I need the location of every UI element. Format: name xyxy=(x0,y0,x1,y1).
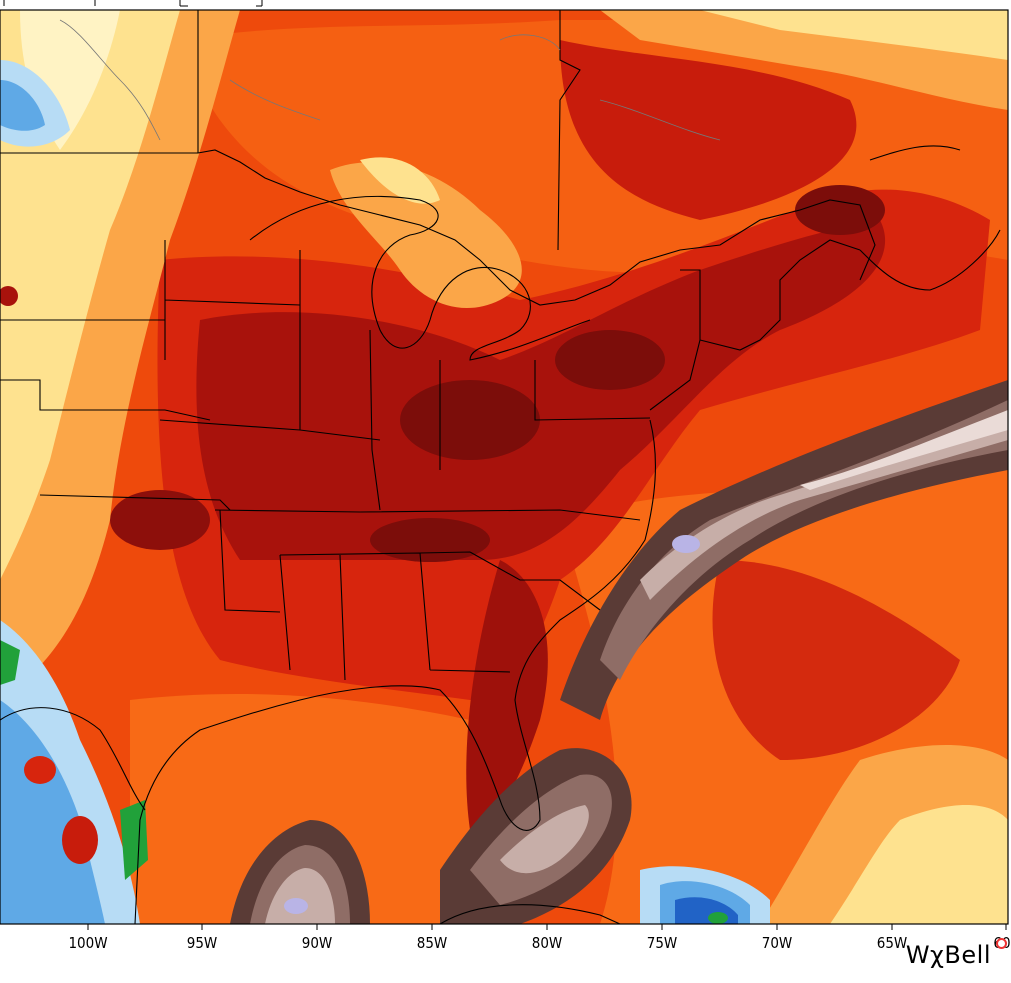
field-lavender-gulf xyxy=(284,898,308,914)
lon-label-85w: 85W xyxy=(417,934,448,952)
wxbell-logo-dot-icon xyxy=(996,938,1007,949)
cuba xyxy=(439,904,621,924)
field-green-bahamas xyxy=(708,912,728,924)
field-red-spot-texas-1 xyxy=(62,816,98,864)
field-dark-red-south xyxy=(466,560,548,830)
field-brown-band-mid xyxy=(600,400,1008,680)
field-warm-orange-gulf xyxy=(130,694,470,924)
lon-label-65w: 65W xyxy=(877,934,908,952)
field-mid-blue-west xyxy=(0,80,45,131)
field-deep-red-tn xyxy=(370,518,490,562)
field-deep-red-plains xyxy=(110,490,210,550)
state-lines-north xyxy=(159,240,651,511)
field-green-texas xyxy=(120,800,148,880)
mexico-border xyxy=(0,707,146,811)
field-brown-band-light xyxy=(640,410,1008,600)
field-pale-yellow-north xyxy=(700,10,1008,60)
lon-label-70w: 70W xyxy=(762,934,793,952)
map-canvas xyxy=(0,10,1008,924)
field-deep-red-ohio xyxy=(400,380,540,460)
boundaries xyxy=(0,10,1001,924)
field-red-east-ocean xyxy=(712,560,960,760)
wxbell-logo: WχBell xyxy=(905,941,991,969)
field-red-north-quebec xyxy=(560,40,857,220)
lon-label-80w: 80W xyxy=(532,934,563,952)
field-light-orange-lakes xyxy=(330,162,522,309)
field-brown-gulf-light xyxy=(265,868,335,924)
us-canada-border xyxy=(0,149,876,306)
longitude-axis: 100W 95W 90W 85W 80W 75W 70W 65W 60 xyxy=(68,924,1011,952)
field-mid-blue-texas xyxy=(0,700,105,924)
field-brown-florida-light xyxy=(500,805,589,874)
field-red-spot-plains xyxy=(0,286,18,306)
top-legend-stub xyxy=(3,0,263,7)
field-pale-yellow-lakes xyxy=(360,157,440,204)
lake-outlines xyxy=(59,19,721,141)
field-lavender-spot xyxy=(672,535,700,553)
lon-label-75w: 75W xyxy=(647,934,678,952)
lon-label-100w: 100W xyxy=(68,934,107,952)
field-green-texas-2 xyxy=(0,640,20,685)
field-deep-red-pa xyxy=(555,330,665,390)
great-lakes xyxy=(249,195,591,361)
new-england xyxy=(649,239,861,411)
field-mauve-band xyxy=(800,410,1008,490)
map-border xyxy=(0,9,1009,925)
canada-province-line-2 xyxy=(557,10,581,251)
field-dark-red-core xyxy=(196,220,886,560)
field-red-spot-texas-2 xyxy=(24,756,56,784)
maritimes xyxy=(859,145,1001,291)
field-pale-yellow-atlantic-se xyxy=(830,805,1008,924)
lon-label-95w: 95W xyxy=(187,934,218,952)
lon-label-90w: 90W xyxy=(302,934,333,952)
state-lines-central xyxy=(0,319,641,521)
state-lines-south xyxy=(219,509,601,681)
field-deep-red-quebec xyxy=(795,185,885,235)
east-coast xyxy=(134,419,656,924)
